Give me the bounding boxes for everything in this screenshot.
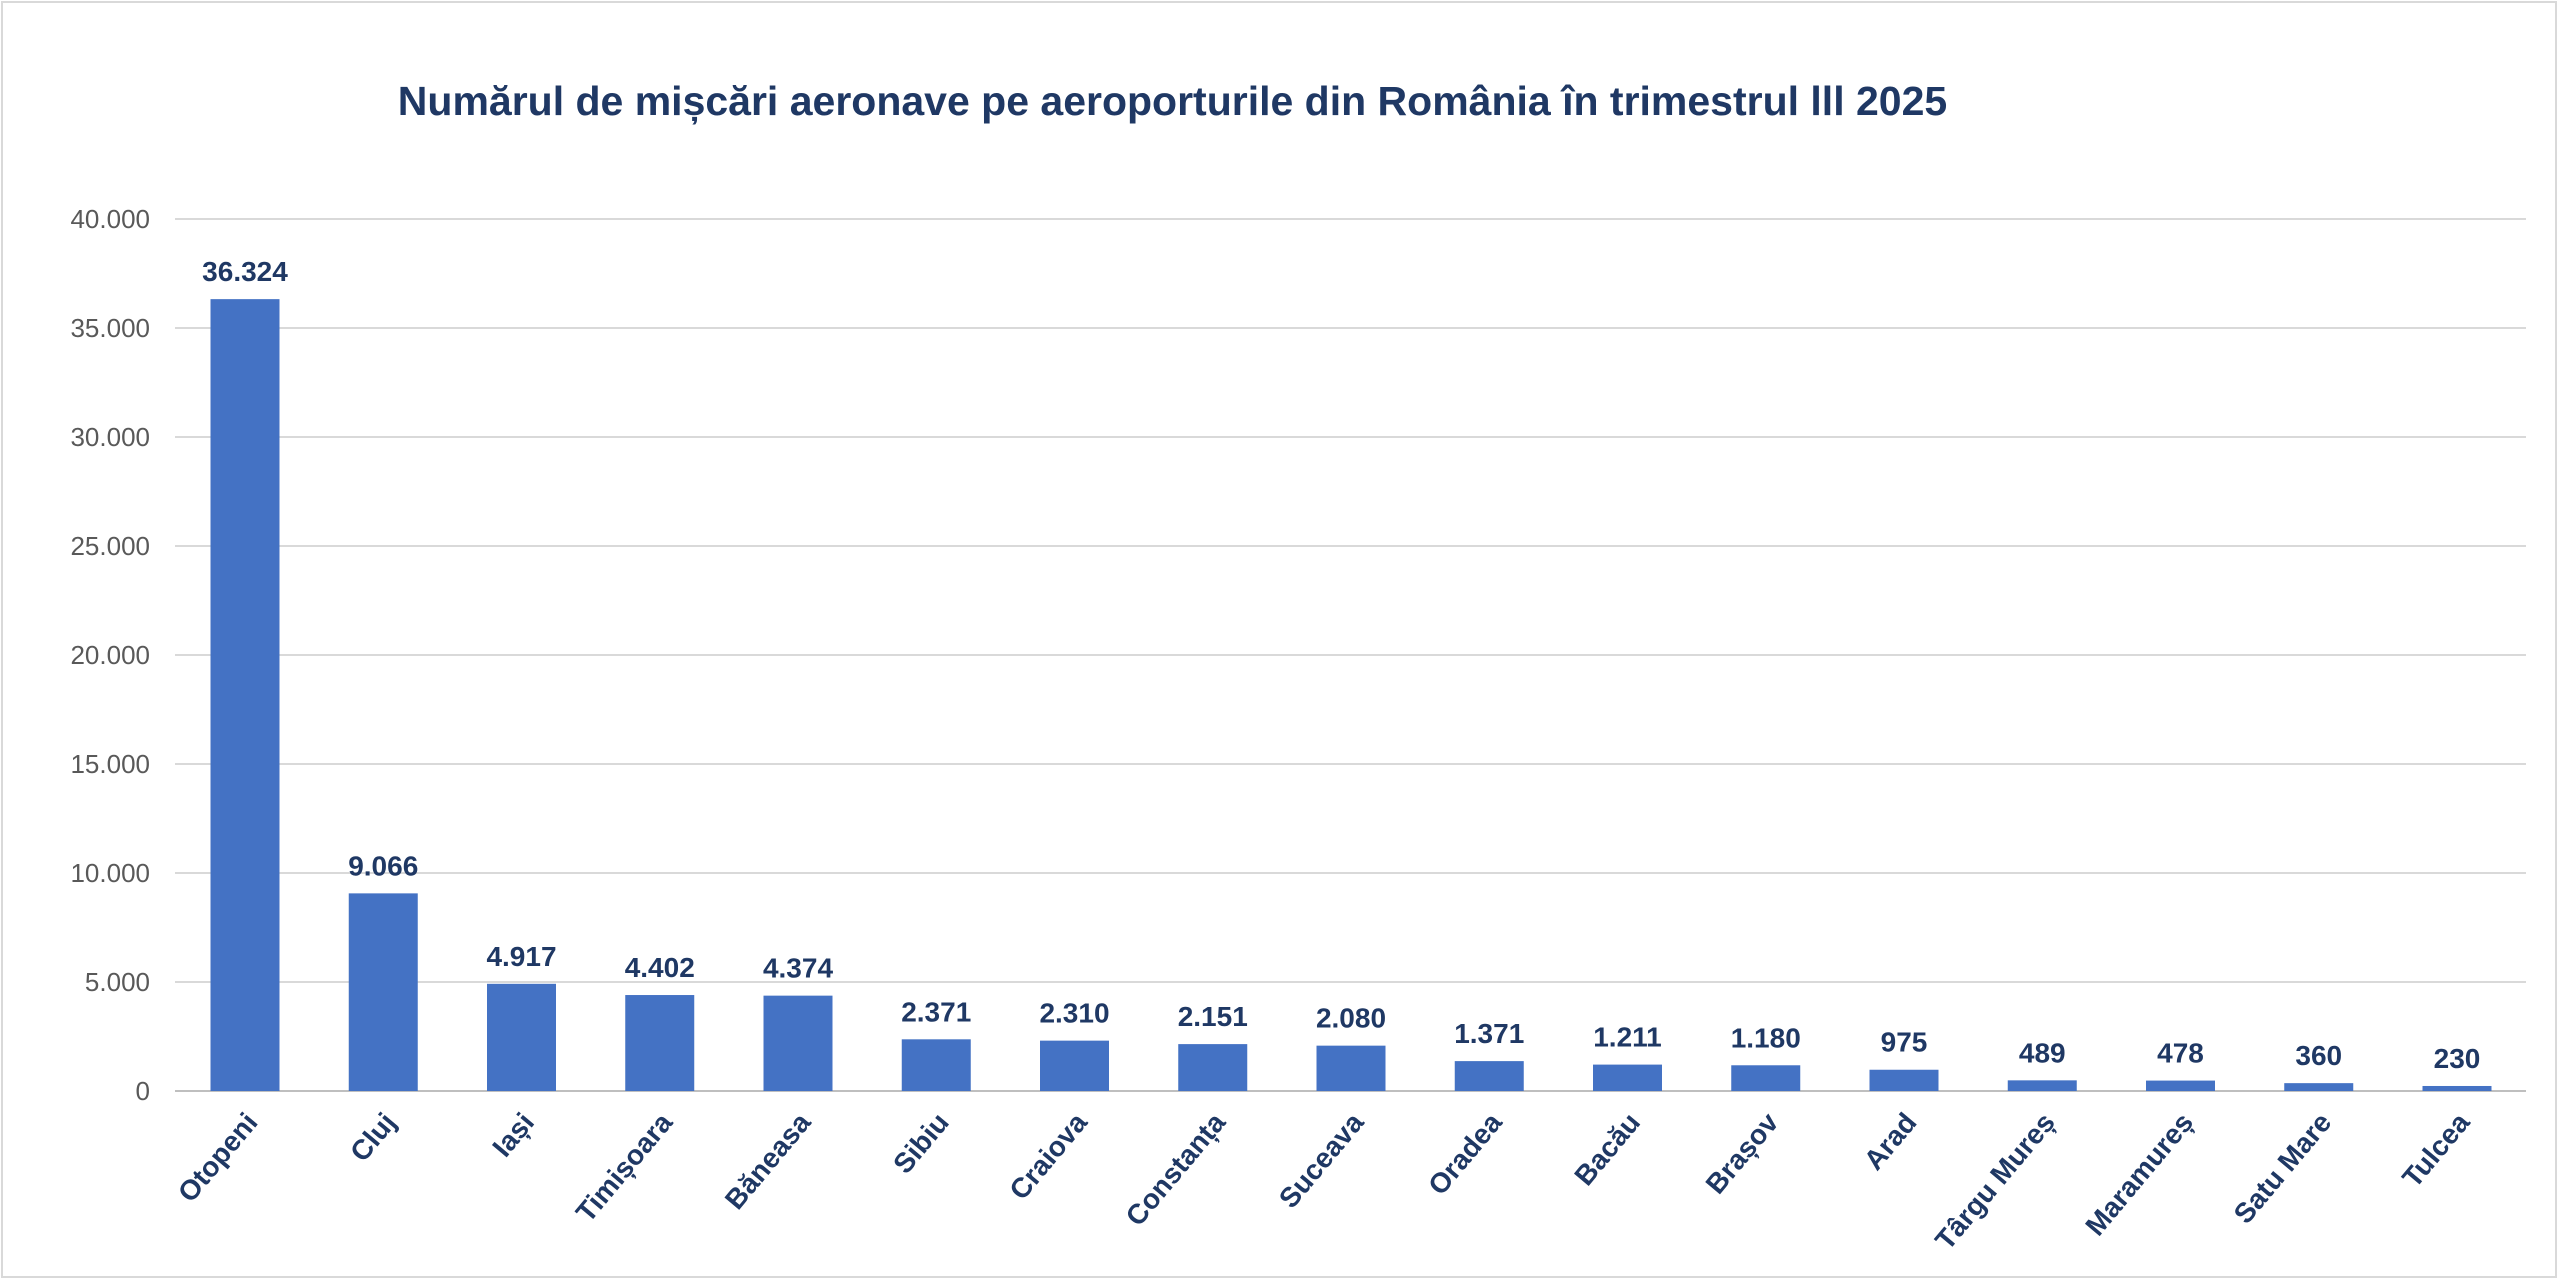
bar [2284,1083,2354,1091]
data-label: 2.080 [1316,1003,1386,1034]
bar [1178,1044,1248,1091]
y-tick-label: 0 [136,1076,150,1106]
bar [1040,1040,1109,1091]
y-tick-label: 40.000 [70,204,150,234]
x-tick-label: Constanța [1120,1107,1232,1232]
data-label: 1.371 [1454,1018,1524,1049]
bar [1316,1045,1386,1091]
bar [763,995,833,1091]
x-tick-label: Maramureș [2079,1107,2199,1241]
data-label: 2.151 [1178,1001,1248,1032]
y-tick-label: 20.000 [70,640,150,670]
x-tick-label: Sibiu [887,1107,955,1179]
x-tick-label: Oradea [1422,1107,1508,1201]
data-label: 9.066 [348,850,418,881]
x-tick-label: Satu Mare [2228,1107,2338,1229]
data-label: 36.324 [202,256,288,287]
data-label: 975 [1881,1027,1928,1058]
data-label: 4.917 [486,941,556,972]
bar [901,1039,971,1091]
x-tick-label: Craiova [1003,1107,1093,1206]
x-tick-label: Otopeni [172,1107,264,1208]
data-label: 230 [2434,1043,2481,1074]
data-label: 1.211 [1593,1022,1662,1053]
data-label: 4.402 [625,952,695,983]
bar [210,299,280,1091]
bar [1593,1064,1662,1091]
x-tick-label: Iași [486,1107,540,1163]
x-tick-label: Brașov [1700,1107,1785,1200]
x-tick-label: Cluj [344,1107,402,1167]
bar [2007,1080,2077,1091]
x-tick-label: Arad [1858,1107,1923,1176]
x-tick-label: Tulcea [2396,1107,2476,1194]
y-tick-label: 10.000 [70,858,150,888]
data-label: 1.180 [1731,1022,1801,1053]
y-tick-label: 35.000 [70,313,150,343]
bar [2422,1085,2492,1091]
x-tick-label: Timișoara [570,1107,679,1228]
x-tick-label: Suceava [1273,1107,1370,1214]
data-label: 489 [2019,1037,2066,1068]
bar [348,893,418,1091]
x-tick-label: Târgu Mureș [1929,1107,2061,1256]
data-label: 2.310 [1039,998,1109,1029]
bar [1454,1061,1524,1091]
bar [2146,1080,2215,1091]
data-label: 478 [2157,1038,2204,1069]
data-label: 4.374 [763,953,833,984]
bar [1869,1069,1939,1091]
y-tick-label: 30.000 [70,422,150,452]
x-tick-label: Băneasa [719,1107,817,1215]
bar [487,983,556,1091]
bar [625,995,695,1091]
y-tick-label: 5.000 [85,967,150,997]
y-tick-label: 25.000 [70,531,150,561]
chart-title: Numărul de mișcări aeronave pe aeroportu… [397,78,1948,124]
bar [1731,1065,1801,1091]
data-label: 360 [2295,1040,2342,1071]
data-label: 2.371 [901,996,971,1027]
y-tick-label: 15.000 [70,749,150,779]
x-tick-label: Bacău [1568,1107,1646,1191]
